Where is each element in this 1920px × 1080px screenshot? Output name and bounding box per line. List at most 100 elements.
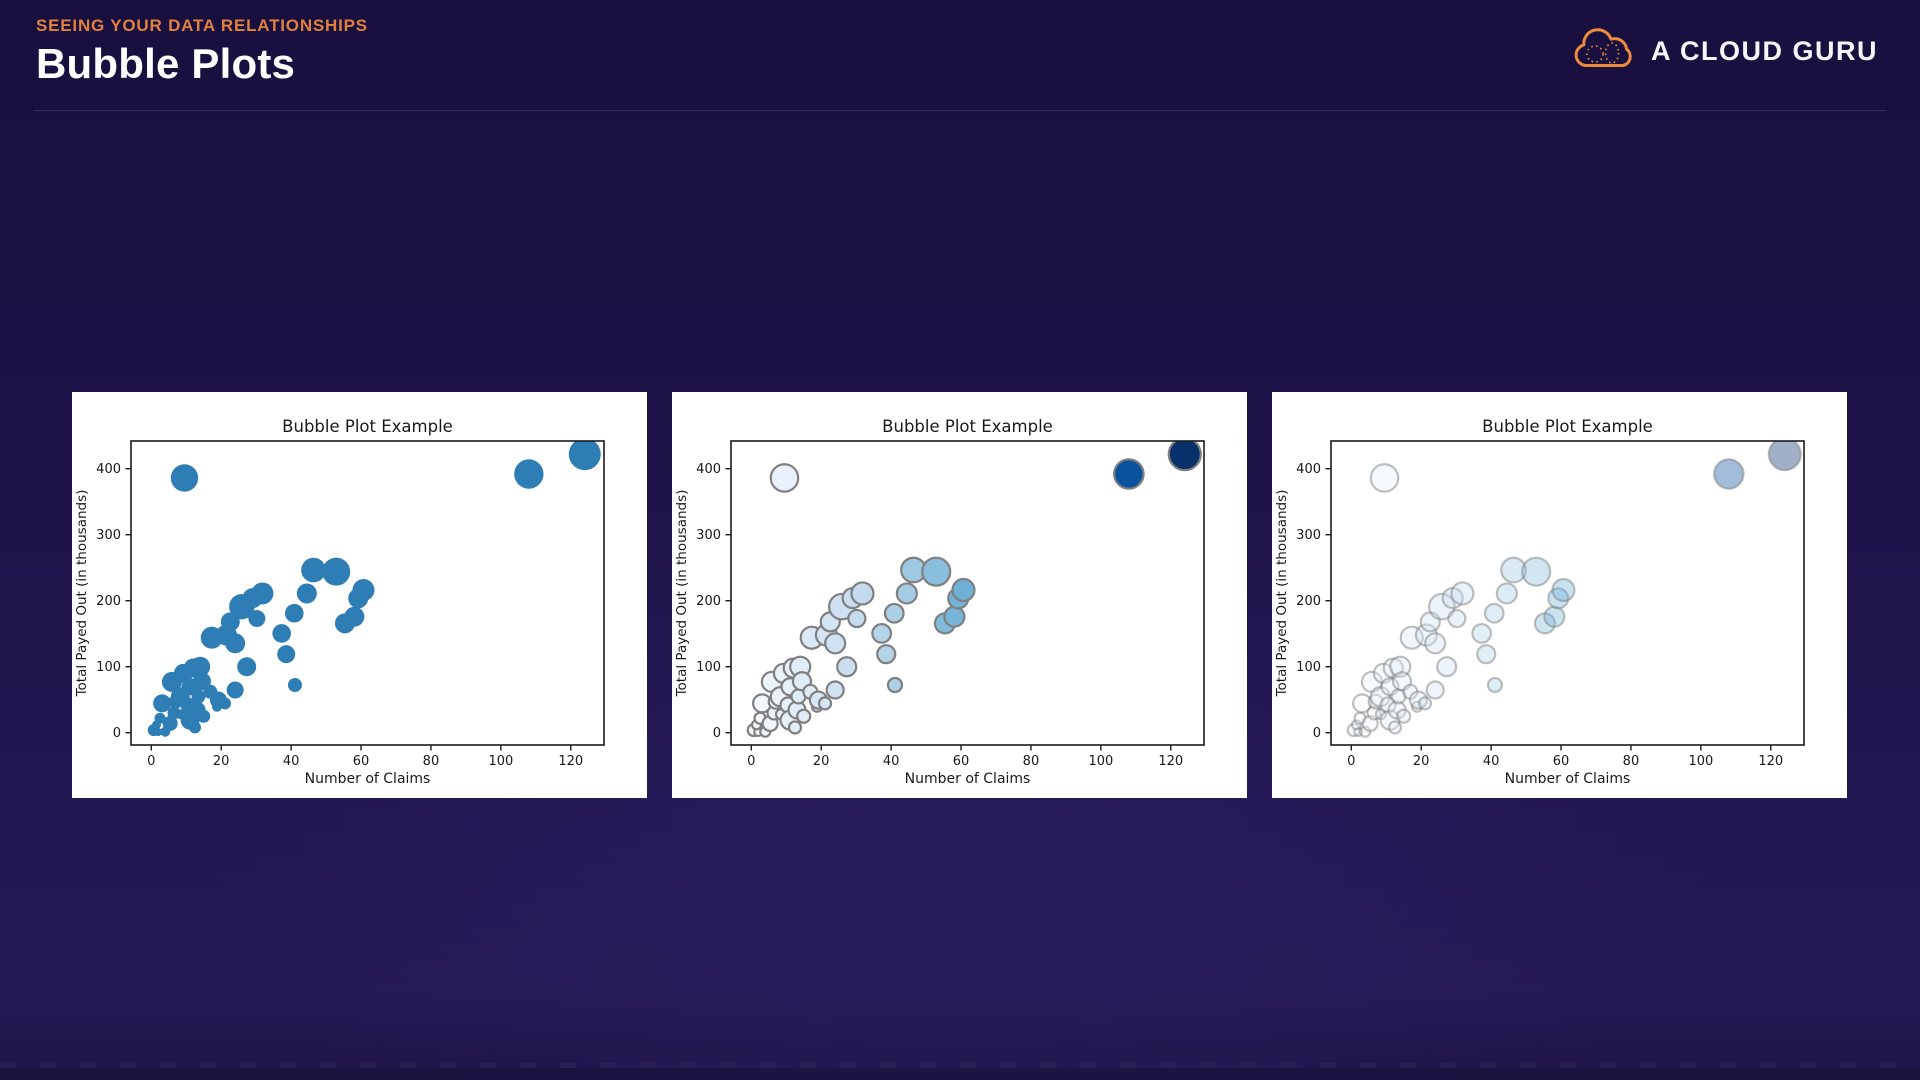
brand-name: A CLOUD GURU	[1651, 36, 1878, 66]
bubble-chart-colormap: Bubble Plot Example 0 20 40 60 80 100 120 0 100 20…	[674, 417, 1205, 787]
bubble	[883, 602, 905, 624]
bubble-chart-solid: Bubble Plot Example 0 20 40 60 80 100 120 0 100 20…	[74, 417, 605, 787]
bubble	[1447, 608, 1467, 629]
bubble	[886, 676, 904, 694]
bubble	[154, 712, 166, 724]
bubble	[1436, 656, 1458, 678]
bubble	[1495, 582, 1518, 605]
bubble	[162, 715, 178, 731]
bubbles-group	[147, 441, 601, 737]
bubble	[352, 579, 375, 602]
bubble	[836, 656, 858, 678]
x-tick-label: 0	[1347, 754, 1355, 769]
x-tick-label: 20	[1413, 754, 1430, 769]
chart-card-colormap: Bubble Plot Example 0 20 40 60 80 100 120 0 100 20…	[672, 392, 1247, 798]
bubble	[1767, 441, 1802, 472]
x-tick-label: 60	[353, 754, 370, 769]
bubble	[1352, 693, 1373, 714]
y-tick-label: 400	[96, 462, 121, 477]
x-tick-label: 40	[1483, 754, 1500, 769]
bubble	[1543, 605, 1566, 628]
page-title: Bubble Plots	[36, 40, 296, 87]
bubble	[1408, 690, 1428, 710]
chart-title: Bubble Plot Example	[882, 417, 1053, 436]
brand-logo: A CLOUD GURU	[1572, 24, 1878, 79]
y-axis-label: Total Payed Out (in thousands)	[74, 490, 90, 698]
bubble	[192, 672, 211, 691]
bubble	[1500, 556, 1527, 584]
bubble	[226, 681, 244, 699]
bubble	[824, 632, 847, 655]
x-tick-label: 120	[1758, 754, 1783, 769]
cloud-icon	[1572, 24, 1636, 79]
bubble	[219, 697, 232, 710]
y-tick-label: 400	[696, 462, 721, 477]
y-tick-label: 300	[696, 528, 721, 543]
bubble	[272, 624, 291, 643]
bubble	[1471, 622, 1493, 644]
plot-frame	[1330, 440, 1805, 746]
plot-frame	[130, 440, 605, 746]
x-tick-label: 20	[813, 754, 830, 769]
bubble	[817, 696, 833, 711]
bubble	[188, 721, 201, 734]
bubble	[251, 582, 274, 605]
bubble	[1396, 708, 1412, 724]
y-tick-label: 200	[96, 594, 121, 609]
bubble	[951, 577, 976, 603]
x-tick-label: 40	[283, 754, 300, 769]
bubbles-group	[746, 441, 1202, 738]
bubble	[1521, 556, 1552, 587]
x-tick-label: 80	[423, 754, 440, 769]
bubble	[825, 680, 845, 700]
bubble	[1417, 696, 1433, 711]
y-tick-label: 400	[1296, 462, 1321, 477]
chart-card-solid: Bubble Plot Example 0 20 40 60 80 100 120 0 100 20…	[72, 392, 647, 798]
eyebrow-label: SEEING YOUR DATA RELATIONSHIPS	[36, 16, 368, 35]
y-tick-label: 300	[96, 528, 121, 543]
x-tick-label: 100	[488, 754, 513, 769]
bubble	[170, 464, 199, 492]
x-tick-label: 120	[1158, 754, 1183, 769]
x-tick-label: 20	[213, 754, 230, 769]
bubble	[895, 582, 918, 605]
bubble	[277, 645, 296, 664]
bubble	[1551, 577, 1576, 603]
bottom-strip	[0, 1068, 1920, 1080]
bubble	[1387, 720, 1403, 735]
bubble	[787, 720, 803, 735]
bubble	[287, 678, 302, 693]
header-divider	[34, 110, 1886, 111]
bubble	[568, 441, 601, 471]
y-tick-label: 0	[113, 726, 121, 741]
bubble	[296, 583, 317, 604]
y-axis-label: Total Payed Out (in thousands)	[1274, 490, 1290, 698]
bubble	[1483, 602, 1505, 624]
bubble	[1369, 463, 1400, 493]
axes: 0 20 40 60 80 100 120 0 100 200 300 400	[696, 462, 1183, 769]
bubble	[769, 463, 800, 493]
x-tick-label: 40	[883, 754, 900, 769]
chart-title: Bubble Plot Example	[282, 417, 453, 436]
x-tick-label: 80	[1023, 754, 1040, 769]
bottom-texture	[0, 1062, 1920, 1068]
x-axis-label: Number of Claims	[305, 771, 431, 787]
axes: 0 20 40 60 80 100 120 0 100 200 300 400	[1296, 462, 1783, 769]
bubble	[1113, 458, 1145, 490]
chart-title: Bubble Plot Example	[1482, 417, 1653, 436]
y-axis-label: Total Payed Out (in thousands)	[674, 490, 690, 698]
y-tick-label: 100	[696, 660, 721, 675]
bubble	[301, 557, 326, 583]
bubbles-group	[1346, 441, 1802, 738]
bubble	[153, 694, 172, 713]
x-tick-label: 100	[1088, 754, 1113, 769]
x-tick-label: 60	[953, 754, 970, 769]
bubble	[1425, 680, 1445, 700]
x-tick-label: 100	[1688, 754, 1713, 769]
bubble	[191, 689, 206, 704]
bubble	[1167, 441, 1202, 472]
bubble	[1476, 644, 1497, 665]
y-tick-label: 200	[696, 594, 721, 609]
y-tick-label: 300	[1296, 528, 1321, 543]
bubble	[514, 459, 544, 489]
